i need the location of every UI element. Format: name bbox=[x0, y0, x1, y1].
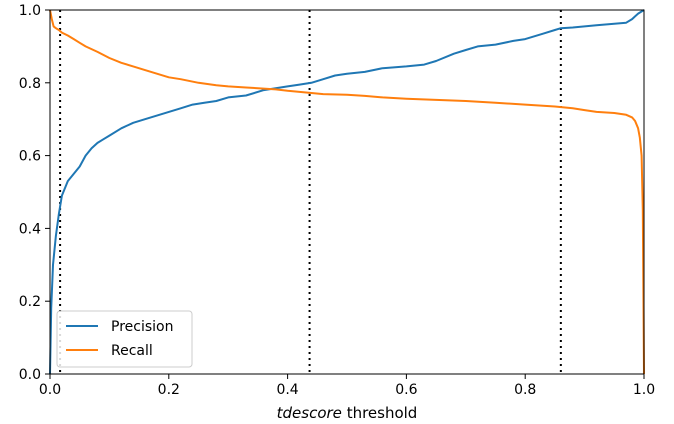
y-tick-label: 0.0 bbox=[19, 367, 41, 383]
y-tick-label: 0.6 bbox=[19, 149, 41, 165]
y-tick-label: 0.8 bbox=[19, 76, 41, 92]
y-axis-ticks: 0.0 0.2 0.4 0.6 0.8 1.0 bbox=[19, 3, 50, 383]
y-tick-label: 0.2 bbox=[19, 294, 41, 310]
series-line-precision bbox=[49, 9, 645, 375]
plot-frame bbox=[49, 9, 645, 375]
legend-label-recall: Recall bbox=[111, 343, 153, 359]
x-axis-title-italic: tdescore bbox=[277, 404, 342, 422]
series-line-recall bbox=[49, 9, 645, 375]
x-axis-title-rest: threshold bbox=[342, 404, 417, 422]
legend: Precision Recall bbox=[56, 310, 193, 368]
x-tick-label: 1.0 bbox=[633, 382, 655, 398]
y-tick-label: 0.4 bbox=[19, 221, 41, 237]
x-tick-label: 0.2 bbox=[158, 382, 180, 398]
x-axis-ticks: 0.0 0.2 0.4 0.6 0.8 1.0 bbox=[39, 374, 655, 398]
threshold-vlines bbox=[59, 10, 562, 374]
x-axis-title: tdescore threshold bbox=[277, 404, 418, 422]
x-tick-label: 0.6 bbox=[395, 382, 417, 398]
legend-label-precision: Precision bbox=[111, 319, 173, 335]
x-tick-label: 0.8 bbox=[514, 382, 536, 398]
series-lines bbox=[49, 9, 645, 375]
x-tick-label: 0.4 bbox=[276, 382, 298, 398]
y-tick-label: 1.0 bbox=[19, 3, 41, 19]
x-tick-label: 0.0 bbox=[39, 382, 61, 398]
